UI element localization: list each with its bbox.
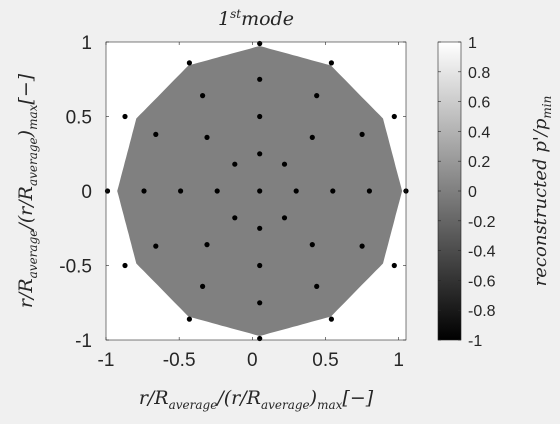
sensor-point (281, 161, 288, 167)
sensor-point (314, 283, 320, 289)
sensor-point (293, 188, 299, 194)
sensor-point (328, 60, 334, 66)
sensor-point (186, 316, 192, 322)
chart-title: 1stmode (218, 7, 294, 30)
sensor-point (257, 76, 263, 82)
sensor-point (257, 335, 263, 342)
colorbar-tick-label: 0 (468, 184, 477, 201)
y-tick-label: 1 (81, 33, 92, 54)
sensor-point (359, 131, 365, 137)
x-tick-label: -1 (98, 350, 115, 371)
sensor-point (153, 131, 159, 137)
sensor-point (309, 242, 315, 248)
y-axis: -1 -0.5 0 0.5 1 (59, 33, 406, 352)
sensor-point (122, 113, 128, 120)
sensor-point (200, 93, 206, 99)
sensor-point (186, 60, 192, 66)
colorbar-tick-label: -0.2 (468, 214, 496, 231)
colorbar-tick-label: -1 (468, 333, 482, 350)
sensor-point (200, 283, 206, 289)
sensor-point (359, 243, 365, 249)
title-base: 1 (218, 8, 230, 30)
colorbar-ticks: 1 0.8 0.6 0.4 0.2 0 -0.2 -0.4 -0.6 -0.8 -1 (438, 35, 496, 350)
sensor-point (391, 262, 397, 269)
sensor-point (257, 40, 263, 47)
colorbar-label: reconstructed p'/pmin (530, 96, 554, 287)
sensor-point (178, 188, 184, 194)
colorbar-tick-label: 0.2 (468, 154, 490, 171)
sensor-point (281, 215, 288, 221)
title-sup: st (230, 7, 241, 21)
x-tick-label: 0 (247, 350, 258, 371)
colorbar-tick-label: -0.6 (468, 273, 496, 290)
colorbar-tick-label: 0.8 (468, 65, 490, 82)
y-tick-label: -0.5 (59, 257, 92, 278)
sensor-point (122, 262, 128, 269)
colorbar (437, 41, 462, 341)
sensor-point (257, 225, 263, 231)
y-tick-label: 0.5 (66, 108, 92, 129)
colorbar-tick-label: 0.4 (468, 124, 490, 141)
sensor-point (314, 93, 320, 99)
sensor-point (204, 242, 210, 248)
sensor-point (257, 113, 263, 120)
colorbar-tick-label: -0.8 (468, 303, 496, 320)
x-axis: -1 -0.5 0 0.5 1 (98, 42, 404, 371)
colorbar-tick-label: 0.6 (468, 95, 490, 112)
x-tick-label: 1 (393, 350, 404, 371)
sensor-point (330, 188, 336, 194)
sensor-point (366, 188, 372, 194)
y-tick-label: -1 (75, 331, 92, 352)
sensor-point (204, 134, 210, 140)
colorbar-tick-label: -0.4 (468, 244, 496, 261)
sensor-point (257, 188, 263, 194)
x-axis-label: r/Raverage/(r/Raverage)max[−] (139, 387, 374, 412)
sensor-point (232, 161, 238, 167)
sensor-point (328, 316, 334, 322)
sensor-point (257, 262, 263, 269)
colorbar-tick-label: 1 (468, 35, 477, 52)
sensor-point (141, 188, 147, 194)
sensor-point (257, 151, 263, 157)
x-tick-label: 0.5 (312, 350, 338, 371)
sensor-point (214, 188, 220, 194)
y-axis-label: r/Raverage/(r/Raverage)max[−] (15, 73, 40, 308)
sensor-point (309, 134, 315, 140)
sensor-point (257, 300, 263, 306)
y-tick-label: 0 (81, 182, 92, 203)
sensor-point (153, 243, 159, 249)
sensor-point (232, 215, 238, 221)
x-tick-label: -0.5 (163, 350, 196, 371)
title-rest: mode (241, 8, 294, 30)
sensor-point (391, 113, 397, 120)
